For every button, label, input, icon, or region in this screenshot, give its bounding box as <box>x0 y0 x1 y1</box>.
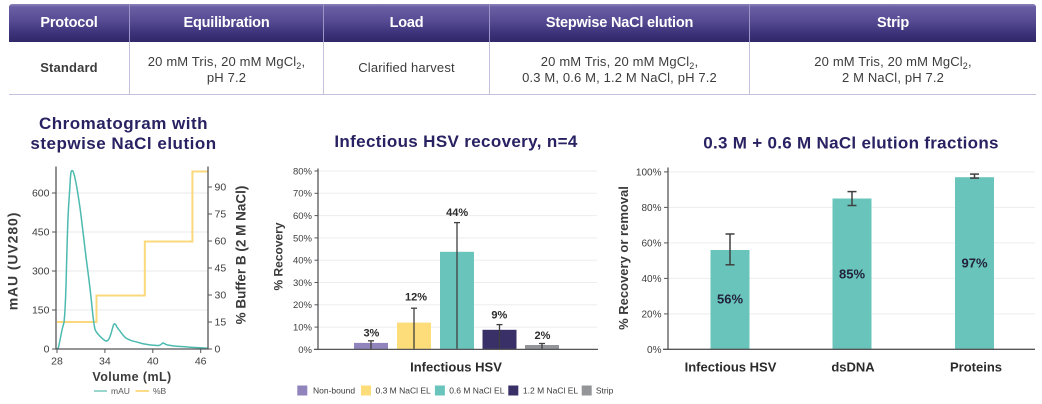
svg-text:40%: 40% <box>293 256 313 267</box>
svg-text:% Recovery: % Recovery <box>272 222 286 290</box>
svg-text:45: 45 <box>215 263 227 275</box>
svg-text:46: 46 <box>195 356 207 368</box>
svg-text:Chromatogram with: Chromatogram with <box>39 114 208 133</box>
svg-text:% Recovery or removal: % Recovery or removal <box>616 186 631 330</box>
svg-text:56%: 56% <box>717 292 743 307</box>
svg-text:20%: 20% <box>293 300 313 311</box>
svg-text:0%: 0% <box>298 345 312 356</box>
svg-text:0.6 M NaCl EL: 0.6 M NaCl EL <box>449 386 505 396</box>
svg-text:stepwise NaCl elution: stepwise NaCl elution <box>30 134 216 153</box>
svg-text:0%: 0% <box>647 345 662 356</box>
svg-text:Infectious HSV recovery, n=4: Infectious HSV recovery, n=4 <box>334 132 578 151</box>
svg-text:60: 60 <box>215 236 227 248</box>
svg-text:28: 28 <box>51 356 63 368</box>
svg-text:1.2 M NaCl EL: 1.2 M NaCl EL <box>523 386 579 396</box>
svg-text:30%: 30% <box>293 278 313 289</box>
svg-text:60%: 60% <box>293 211 313 222</box>
svg-text:80%: 80% <box>641 203 661 214</box>
svg-text:30: 30 <box>215 290 227 302</box>
svg-text:mAU: mAU <box>111 386 130 396</box>
svg-text:dsDNA: dsDNA <box>831 360 875 375</box>
svg-text:450: 450 <box>32 227 50 239</box>
svg-text:Strip: Strip <box>596 386 614 396</box>
svg-text:300: 300 <box>32 266 50 278</box>
svg-text:0: 0 <box>215 344 221 356</box>
svg-text:0.3 M NaCl EL: 0.3 M NaCl EL <box>376 386 432 396</box>
svg-text:34: 34 <box>99 356 111 368</box>
svg-text:Proteins: Proteins <box>950 360 1002 375</box>
svg-text:9%: 9% <box>491 310 507 322</box>
svg-text:10%: 10% <box>293 323 313 334</box>
svg-text:% Buffer B (2 M NaCl): % Buffer B (2 M NaCl) <box>234 186 249 325</box>
svg-text:%B: %B <box>153 386 167 396</box>
svg-text:40: 40 <box>147 356 159 368</box>
svg-text:150: 150 <box>32 305 50 317</box>
svg-text:15: 15 <box>215 317 227 329</box>
svg-text:Volume (mL): Volume (mL) <box>92 370 171 384</box>
svg-text:Infectious HSV: Infectious HSV <box>410 360 502 375</box>
svg-text:40%: 40% <box>641 274 661 285</box>
svg-text:80%: 80% <box>293 166 313 177</box>
svg-text:mAU (UV280): mAU (UV280) <box>5 212 21 311</box>
svg-text:2%: 2% <box>535 330 551 342</box>
svg-text:75: 75 <box>215 209 227 221</box>
svg-text:Non-bound: Non-bound <box>313 386 355 396</box>
svg-text:Infectious HSV: Infectious HSV <box>685 360 777 375</box>
svg-text:44%: 44% <box>446 207 468 219</box>
svg-text:3%: 3% <box>363 328 379 340</box>
svg-text:60%: 60% <box>641 238 661 249</box>
svg-text:97%: 97% <box>961 256 987 271</box>
svg-text:12%: 12% <box>405 292 427 304</box>
svg-text:0: 0 <box>44 344 50 356</box>
svg-text:20%: 20% <box>641 309 661 320</box>
svg-text:100%: 100% <box>636 167 662 178</box>
svg-text:0.3 M + 0.6 M NaCl elution fra: 0.3 M + 0.6 M NaCl elution fractions <box>703 134 999 153</box>
svg-text:600: 600 <box>32 188 50 200</box>
svg-text:90: 90 <box>215 182 227 194</box>
svg-text:85%: 85% <box>839 267 865 282</box>
svg-text:50%: 50% <box>293 233 313 244</box>
svg-text:70%: 70% <box>293 189 313 200</box>
